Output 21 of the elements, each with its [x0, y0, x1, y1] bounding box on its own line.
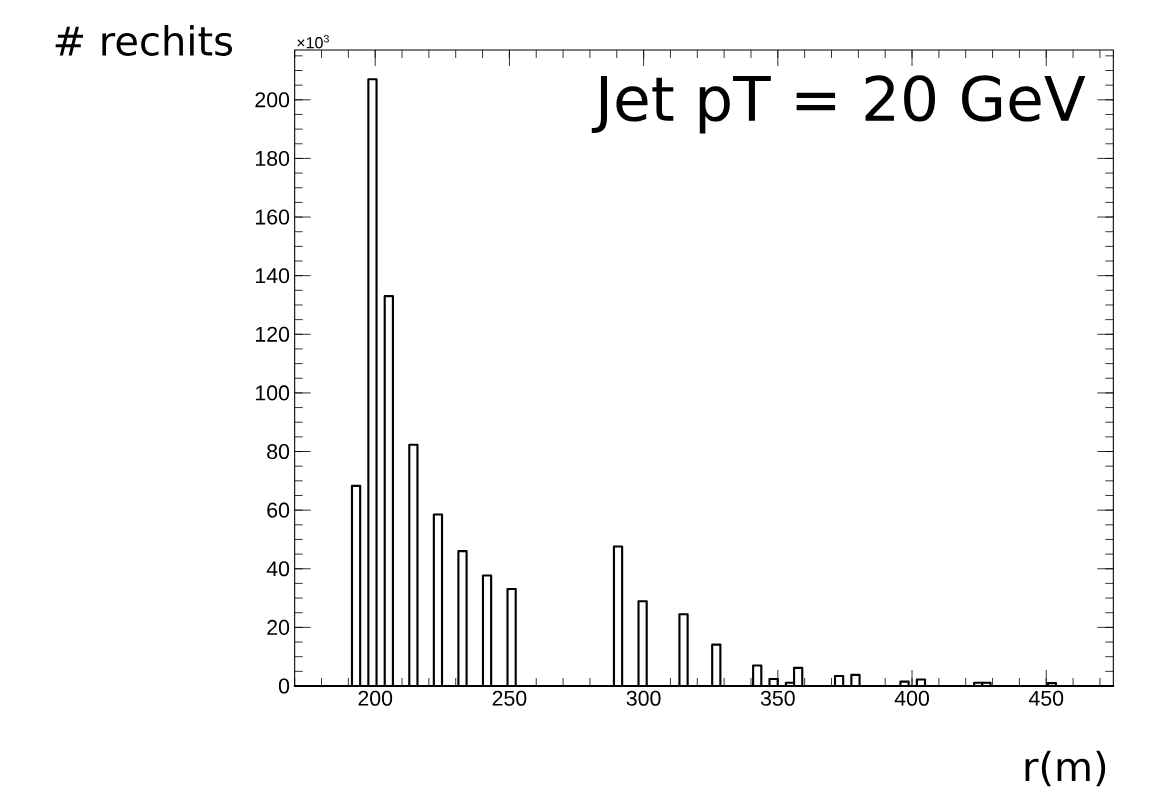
- x-tick-label: 350: [760, 690, 795, 706]
- y-tick-label: 140: [255, 268, 290, 284]
- y-tick-label: 160: [255, 209, 290, 225]
- text: ×10$^{3}$: [297, 34, 329, 49]
- y-tick-label: 180: [255, 150, 290, 166]
- y-tick-label: 100: [255, 385, 290, 401]
- y-tick-label: 80: [267, 443, 290, 460]
- x-axis-title: r(m): [1025, 750, 1106, 787]
- y-tick-label: 20: [267, 619, 290, 635]
- y-tick-label: 200: [255, 92, 290, 108]
- x-tick-label: 400: [894, 690, 929, 706]
- x-tick-label: 300: [626, 690, 661, 706]
- x-tick-label: 450: [1028, 690, 1064, 706]
- y-tick-label: 40: [266, 561, 290, 577]
- x-tick-label: 250: [492, 690, 527, 706]
- annotation: Jet pT = 20 GeV: [591, 75, 1086, 134]
- y-tick-label: 60: [267, 502, 290, 518]
- y-tick-label: 0: [278, 678, 290, 694]
- y-axis-title: # rechits: [55, 25, 233, 56]
- y-tick-label: 120: [255, 326, 290, 342]
- x-tick-label: 200: [358, 690, 393, 706]
